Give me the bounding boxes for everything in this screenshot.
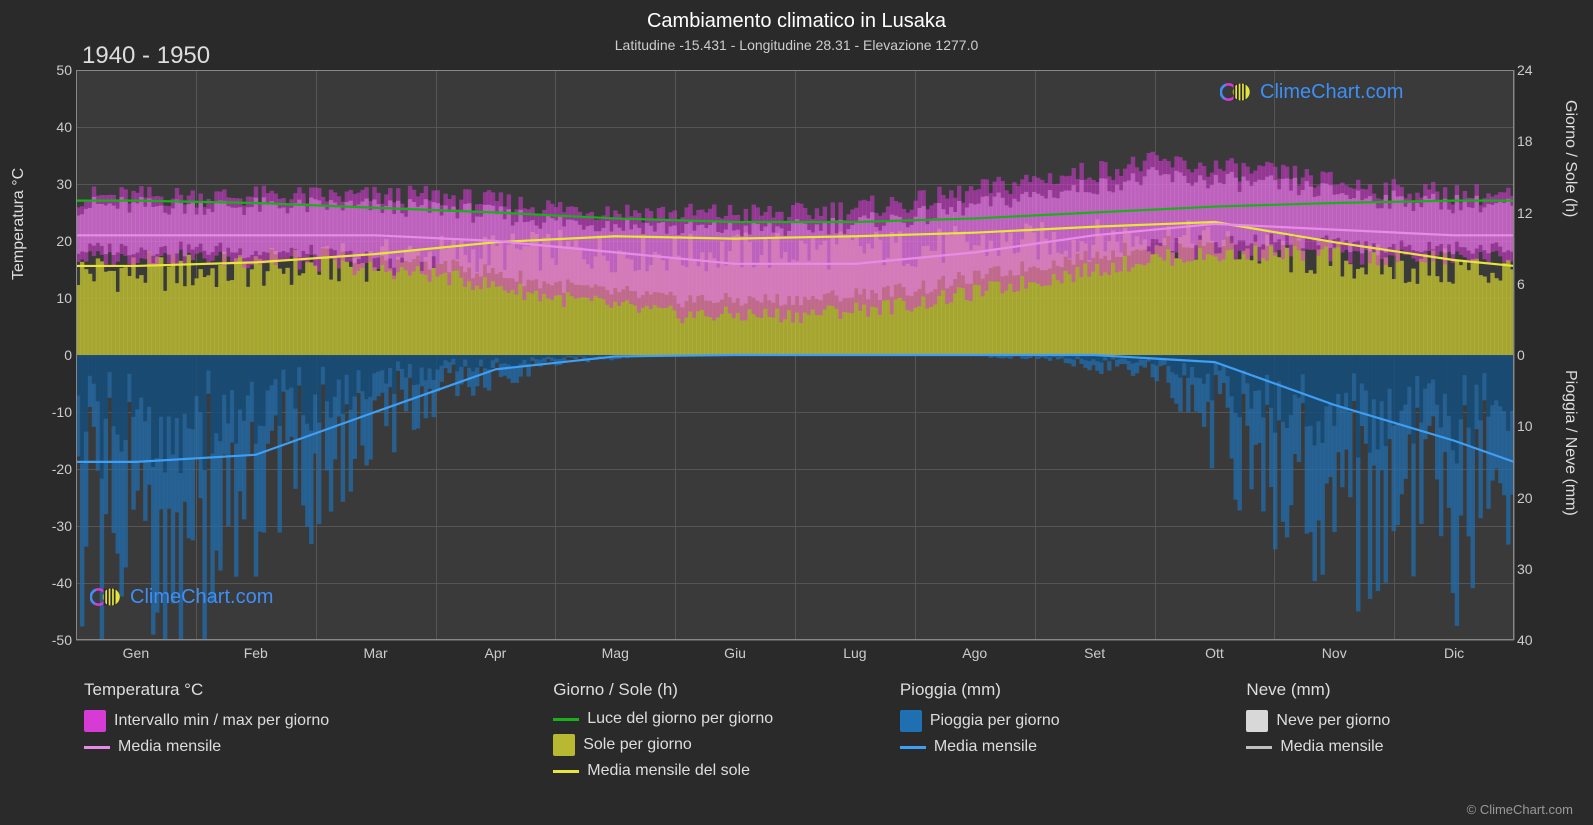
y-tick-right-top: 18 xyxy=(1517,133,1541,149)
legend-item-sun-mean: Media mensile del sole xyxy=(553,762,860,780)
legend-item-daylight: Luce del giorno per giorno xyxy=(553,710,860,728)
chart-title: Cambiamento climatico in Lusaka xyxy=(0,0,1593,33)
y-tick-left: 20 xyxy=(42,233,72,249)
swatch-sun xyxy=(553,734,575,756)
climate-chart: Cambiamento climatico in Lusaka Latitudi… xyxy=(0,0,1593,825)
legend-title-day: Giorno / Sole (h) xyxy=(553,680,860,700)
legend-label: Neve per giorno xyxy=(1276,712,1390,730)
legend-label: Media mensile del sole xyxy=(587,762,750,780)
y-tick-right-top: 0 xyxy=(1517,347,1541,363)
swatch-snow-mean xyxy=(1246,746,1272,749)
legend-item-snow: Neve per giorno xyxy=(1246,710,1553,732)
legend-label: Intervallo min / max per giorno xyxy=(114,712,329,730)
y-tick-right-top: 12 xyxy=(1517,205,1541,221)
y-tick-left: -50 xyxy=(42,632,72,648)
legend-item-temp-range: Intervallo min / max per giorno xyxy=(84,710,513,732)
legend-item-rain-mean: Media mensile xyxy=(900,738,1207,756)
y-tick-left: 30 xyxy=(42,176,72,192)
y-tick-left: 10 xyxy=(42,290,72,306)
y-tick-left: 0 xyxy=(42,347,72,363)
legend-item-rain: Pioggia per giorno xyxy=(900,710,1207,732)
x-tick: Mag xyxy=(602,645,629,661)
y-tick-left: 40 xyxy=(42,119,72,135)
legend-label: Media mensile xyxy=(934,738,1037,756)
swatch-snow xyxy=(1246,710,1268,732)
chart-subtitle: Latitudine -15.431 - Longitudine 28.31 -… xyxy=(0,37,1593,53)
legend-label: Media mensile xyxy=(118,738,221,756)
y-tick-left: 50 xyxy=(42,62,72,78)
gridline-h xyxy=(76,640,1514,641)
x-tick: Ott xyxy=(1205,645,1224,661)
y-tick-right-bottom: 20 xyxy=(1517,490,1541,506)
y-tick-right-bottom: 10 xyxy=(1517,418,1541,434)
legend-item-sun: Sole per giorno xyxy=(553,734,860,756)
legend-col-temp: Temperatura °C Intervallo min / max per … xyxy=(84,680,513,786)
legend-label: Luce del giorno per giorno xyxy=(587,710,773,728)
legend-title-temp: Temperatura °C xyxy=(84,680,513,700)
y-tick-left: -40 xyxy=(42,575,72,591)
legend-title-rain: Pioggia (mm) xyxy=(900,680,1207,700)
legend-col-rain: Pioggia (mm) Pioggia per giorno Media me… xyxy=(900,680,1207,786)
x-tick: Lug xyxy=(843,645,866,661)
y-axis-right-bottom-label: Pioggia / Neve (mm) xyxy=(1561,370,1579,516)
legend-col-snow: Neve (mm) Neve per giorno Media mensile xyxy=(1246,680,1553,786)
swatch-rain xyxy=(900,710,922,732)
x-tick: Giu xyxy=(724,645,746,661)
legend-title-snow: Neve (mm) xyxy=(1246,680,1553,700)
y-tick-left: -30 xyxy=(42,518,72,534)
x-tick: Nov xyxy=(1322,645,1347,661)
plot-svg xyxy=(76,70,1514,640)
x-tick: Apr xyxy=(485,645,507,661)
legend: Temperatura °C Intervallo min / max per … xyxy=(84,680,1553,786)
y-tick-left: -20 xyxy=(42,461,72,477)
y-tick-right-bottom: 30 xyxy=(1517,561,1541,577)
x-tick: Gen xyxy=(123,645,149,661)
swatch-temp-range xyxy=(84,710,106,732)
watermark: ClimeChart.com xyxy=(90,585,273,609)
legend-label: Media mensile xyxy=(1280,738,1383,756)
swatch-rain-mean xyxy=(900,746,926,749)
copyright: © ClimeChart.com xyxy=(1467,802,1573,817)
y-tick-right-top: 24 xyxy=(1517,62,1541,78)
swatch-sun-mean xyxy=(553,770,579,773)
swatch-temp-mean xyxy=(84,746,110,749)
watermark: ClimeChart.com xyxy=(1220,80,1403,104)
gridline-v xyxy=(1514,70,1515,640)
legend-label: Pioggia per giorno xyxy=(930,712,1060,730)
legend-col-day: Giorno / Sole (h) Luce del giorno per gi… xyxy=(553,680,860,786)
legend-label: Sole per giorno xyxy=(583,736,692,754)
daily-bars xyxy=(76,152,1514,640)
x-tick: Dic xyxy=(1444,645,1464,661)
year-range: 1940 - 1950 xyxy=(82,42,210,70)
y-tick-right-bottom: 40 xyxy=(1517,632,1541,648)
x-tick: Ago xyxy=(962,645,987,661)
x-tick: Mar xyxy=(364,645,388,661)
legend-item-temp-mean: Media mensile xyxy=(84,738,513,756)
y-axis-right-top-label: Giorno / Sole (h) xyxy=(1561,100,1579,217)
legend-item-snow-mean: Media mensile xyxy=(1246,738,1553,756)
x-tick: Set xyxy=(1084,645,1105,661)
x-tick: Feb xyxy=(244,645,268,661)
y-tick-right-top: 6 xyxy=(1517,276,1541,292)
y-axis-left-label: Temperatura °C xyxy=(10,168,28,280)
swatch-daylight xyxy=(553,718,579,721)
y-tick-left: -10 xyxy=(42,404,72,420)
